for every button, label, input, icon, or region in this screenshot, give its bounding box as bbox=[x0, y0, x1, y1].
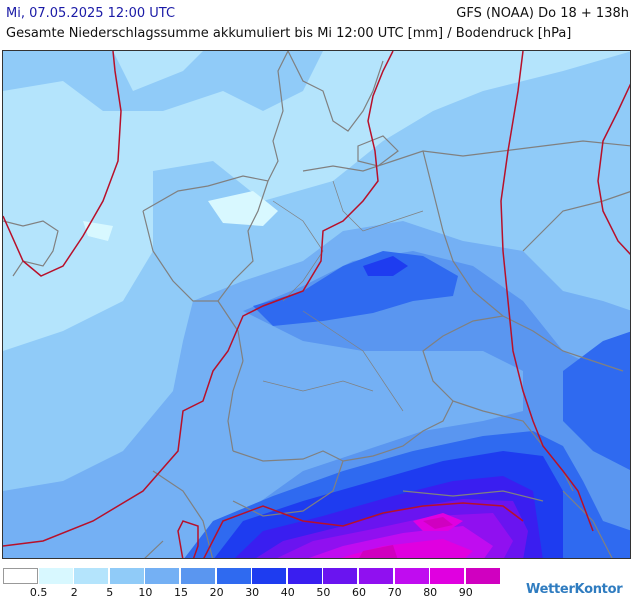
legend-swatch bbox=[430, 568, 466, 584]
legend-tick-label: 0.5 bbox=[29, 586, 48, 599]
isobar-line bbox=[3, 51, 122, 277]
legend-tick-label: 40 bbox=[280, 586, 295, 599]
precipitation-map[interactable] bbox=[2, 50, 631, 559]
legend-swatch bbox=[287, 568, 323, 584]
isobars bbox=[3, 51, 630, 558]
legend-swatch bbox=[252, 568, 288, 584]
precip-zone-2-5 bbox=[83, 221, 113, 241]
wetterkontor-logo[interactable]: WetterKontor bbox=[526, 582, 623, 597]
isobar-line bbox=[3, 51, 394, 547]
legend-swatch bbox=[3, 568, 38, 584]
legend-swatch bbox=[74, 568, 110, 584]
legend-swatch bbox=[394, 568, 430, 584]
isobar-line bbox=[500, 51, 594, 532]
isobar-line bbox=[177, 520, 199, 558]
legend-tick-label: 15 bbox=[174, 586, 188, 599]
legend-tick-label: 90 bbox=[458, 586, 473, 599]
map-title: Gesamte Niederschlagssumme akkumuliert b… bbox=[6, 26, 572, 41]
precip-zone-30-40 bbox=[363, 256, 408, 276]
legend-swatch bbox=[465, 568, 501, 584]
legend-swatch bbox=[359, 568, 394, 584]
legend-tick-label: 60 bbox=[352, 586, 366, 599]
legend-tick-label: 20 bbox=[209, 586, 224, 599]
precip-zone-20-30 bbox=[253, 251, 458, 326]
legend-swatch bbox=[109, 568, 145, 584]
model-run: GFS (NOAA) Do 18 + 138h bbox=[456, 6, 629, 21]
isobar-line bbox=[597, 83, 630, 255]
legend-tick-label: 10 bbox=[138, 586, 153, 599]
map-canvas bbox=[3, 51, 630, 558]
isobar-line bbox=[203, 502, 524, 558]
legend-tick-label: 50 bbox=[316, 586, 331, 599]
legend-tick-label: 70 bbox=[387, 586, 402, 599]
legend-tick-label: 2 bbox=[70, 586, 78, 599]
precip-zone-over-90 bbox=[423, 517, 453, 529]
precip-zone-20-30 bbox=[563, 331, 630, 470]
valid-time: Mi, 07.05.2025 12:00 UTC bbox=[6, 6, 176, 21]
precip-zone-over-90 bbox=[359, 545, 398, 558]
legend-tick-label: 30 bbox=[245, 586, 260, 599]
legend-swatch bbox=[145, 568, 181, 584]
legend-tick-label: 80 bbox=[423, 586, 438, 599]
legend-swatch bbox=[216, 568, 252, 584]
precip-zone-5-10-west bbox=[3, 51, 323, 111]
legend-tick-label: 5 bbox=[106, 586, 114, 599]
legend-swatch bbox=[181, 568, 216, 584]
legend-swatch bbox=[323, 568, 359, 584]
legend-swatch bbox=[38, 568, 74, 584]
precip-zone-2-5 bbox=[208, 191, 278, 226]
